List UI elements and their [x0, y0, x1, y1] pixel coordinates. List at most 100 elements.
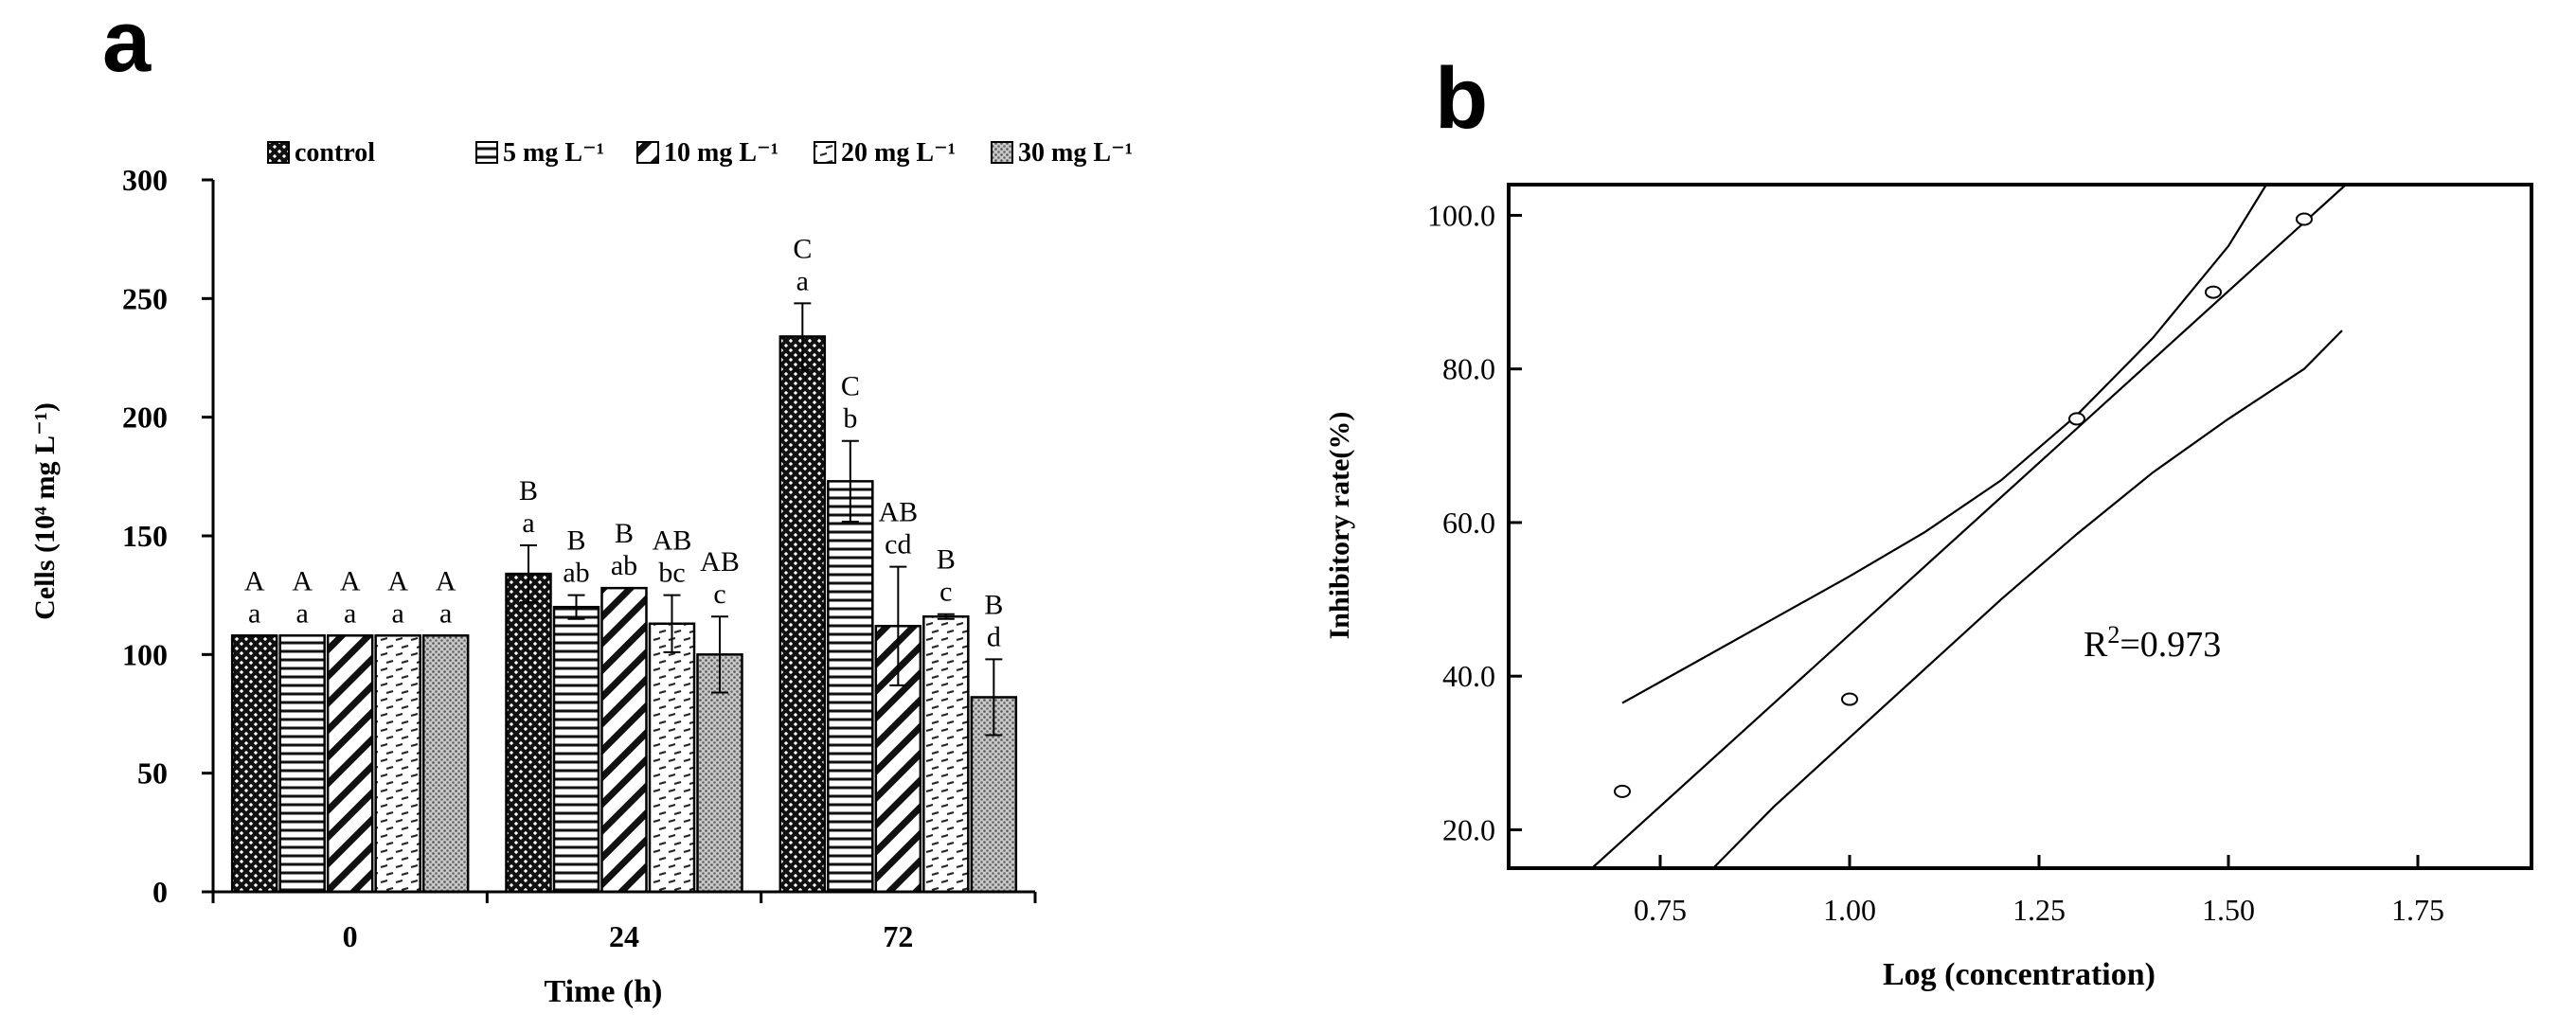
- significance-upper-label: A: [340, 565, 361, 596]
- lower-confidence-band: [1712, 329, 2343, 869]
- upper-confidence-band: [1621, 184, 2267, 704]
- legend-swatch: [636, 141, 659, 164]
- x-axis-label: Log (concentration): [1883, 957, 2156, 992]
- x-tick-label: 1.00: [1823, 893, 1876, 927]
- y-tick-label: 0: [152, 875, 168, 909]
- significance-lower-label: a: [296, 597, 309, 629]
- x-axis: 0 24 72: [211, 890, 1037, 953]
- x-tick-label: 0: [343, 919, 358, 953]
- y-tick-label: 50: [137, 756, 168, 791]
- bar: [552, 605, 600, 894]
- significance-lower-label: c: [713, 578, 725, 610]
- y-tick-label: 250: [122, 281, 168, 315]
- significance-lower-label: c: [939, 577, 952, 608]
- bar: [230, 634, 278, 894]
- legend-swatch: [991, 141, 1013, 164]
- y-tick-label: 60.0: [1442, 506, 1495, 540]
- significance-upper-label: B: [566, 525, 585, 557]
- panel-a-label: a: [102, 0, 152, 90]
- legend-label: 10 mg L⁻¹: [664, 138, 778, 168]
- x-tick-label: 1.50: [2202, 893, 2255, 927]
- significance-lower-label: a: [392, 597, 404, 629]
- significance-upper-label: B: [937, 544, 956, 576]
- x-tick-label: 1.25: [2012, 893, 2066, 927]
- legend-swatch: [814, 141, 836, 164]
- legend: control 5 mg L⁻¹ 10 mg L⁻¹ 20 mg L⁻¹ 30 mg L…: [267, 138, 1133, 168]
- plot-frame: [1507, 183, 2533, 870]
- bar: [922, 614, 970, 894]
- data-point: [1614, 784, 1631, 798]
- significance-lower-label: a: [522, 507, 534, 539]
- legend-swatch: [475, 141, 498, 164]
- bar: [648, 622, 696, 894]
- x-axis: 0.75 1.00 1.25 1.50 1.75: [1634, 855, 2444, 927]
- significance-lower-label: d: [987, 621, 1001, 652]
- significance-lower-label: ab: [563, 558, 589, 589]
- significance-upper-label: A: [244, 565, 265, 596]
- significance-upper-label: B: [615, 518, 634, 549]
- legend-label: control: [295, 138, 375, 168]
- bar: [696, 653, 743, 894]
- significance-lower-label: cd: [885, 529, 911, 560]
- data-point: [2296, 212, 2313, 226]
- bar-chart: control 5 mg L⁻¹ 10 mg L⁻¹ 20 mg L⁻¹ 30 mg L…: [29, 138, 1133, 1009]
- bar: [278, 634, 326, 894]
- y-tick-label: 80.0: [1442, 352, 1495, 386]
- bar: [505, 572, 552, 894]
- significance-lower-label: ab: [611, 550, 637, 581]
- y-tick-label: 40.0: [1442, 659, 1495, 693]
- y-tick-label: 100.0: [1427, 198, 1495, 232]
- y-tick-label: 20.0: [1442, 812, 1495, 846]
- significance-upper-label: A: [436, 565, 456, 596]
- legend-label: 5 mg L⁻¹: [503, 138, 604, 168]
- y-tick-label: 150: [122, 519, 168, 553]
- y-tick-label: 200: [122, 400, 168, 435]
- x-tick-label: 1.75: [2391, 893, 2444, 927]
- significance-upper-label: AB: [653, 525, 692, 557]
- significance-lower-label: a: [796, 265, 809, 296]
- regression-curves: [1591, 184, 2347, 869]
- significance-upper-label: AB: [700, 546, 740, 578]
- bar: [374, 634, 421, 894]
- significance-lower-label: a: [344, 597, 356, 629]
- y-tick-label: 100: [122, 637, 168, 671]
- y-axis: 20.0 40.0 60.0 80.0 100.0: [1427, 198, 1522, 846]
- x-axis-label: Time (h): [545, 974, 663, 1009]
- data-point: [2068, 412, 2085, 426]
- data-points: [1614, 212, 2313, 798]
- scatter-chart: 20.0 40.0 60.0 80.0 100.0 0.75 1.00 1.25 1.50 1.…: [1324, 183, 2533, 992]
- legend-label: 30 mg L⁻¹: [1018, 138, 1133, 168]
- significance-upper-label: B: [519, 475, 538, 507]
- panel-b-label: b: [1435, 50, 1488, 147]
- bar: [778, 335, 827, 894]
- y-tick-label: 300: [122, 163, 168, 197]
- significance-upper-label: C: [793, 233, 812, 264]
- significance-lower-label: bc: [658, 558, 685, 589]
- regression-line: [1591, 184, 2347, 869]
- r-squared-annotation: R2=0.973: [2084, 621, 2221, 665]
- x-tick-label: 72: [883, 919, 913, 953]
- significance-lower-label: b: [843, 403, 857, 435]
- legend-label: 20 mg L⁻¹: [841, 138, 956, 168]
- significance-upper-label: AB: [878, 497, 918, 528]
- significance-upper-label: C: [841, 371, 860, 402]
- data-point: [1841, 692, 1858, 706]
- significance-upper-label: B: [984, 589, 1003, 620]
- y-axis: 0 50 100 150 200 250 300: [122, 163, 215, 909]
- significance-lower-label: a: [248, 597, 260, 629]
- significance-upper-label: A: [292, 565, 313, 596]
- x-tick-label: 24: [609, 919, 639, 953]
- bar: [326, 634, 374, 894]
- significance-lower-label: a: [439, 597, 452, 629]
- legend-swatch: [267, 141, 290, 164]
- y-axis-label: Cells (10⁴ mg L⁻¹): [29, 402, 61, 620]
- x-tick-label: 0.75: [1634, 893, 1687, 927]
- bar: [600, 586, 648, 894]
- y-axis-label: Inhibitory rate(%): [1324, 412, 1355, 640]
- data-point: [2205, 285, 2222, 299]
- bar: [827, 480, 874, 894]
- bar: [421, 634, 470, 894]
- significance-upper-label: A: [387, 565, 408, 596]
